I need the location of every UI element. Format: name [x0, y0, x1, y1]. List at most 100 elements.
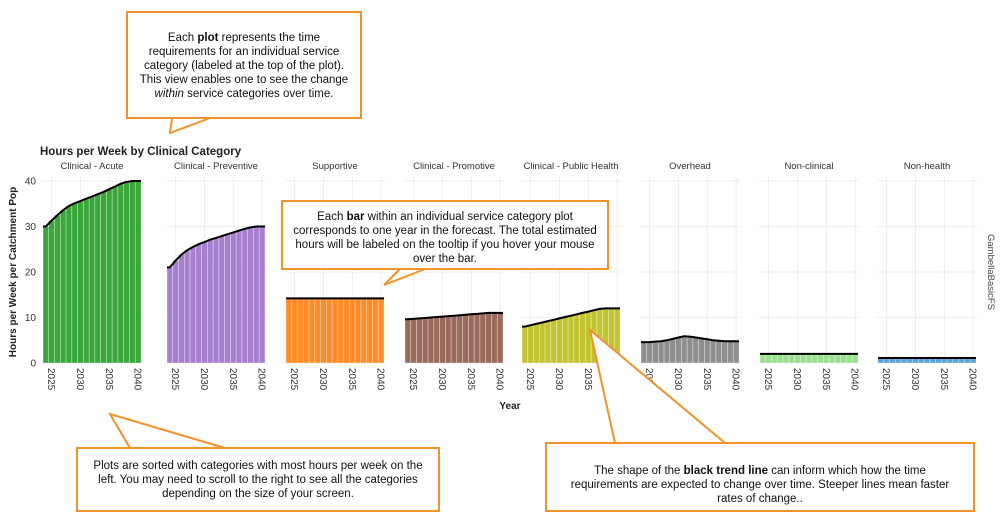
bar[interactable]: [782, 353, 790, 364]
bar[interactable]: [308, 298, 316, 364]
bar[interactable]: [88, 196, 96, 364]
bar[interactable]: [579, 312, 586, 364]
bar[interactable]: [343, 298, 350, 364]
bar[interactable]: [567, 315, 575, 364]
bar[interactable]: [473, 313, 481, 364]
bar[interactable]: [285, 298, 293, 364]
bar[interactable]: [360, 298, 368, 364]
bar[interactable]: [172, 260, 179, 364]
bar[interactable]: [544, 320, 552, 364]
bar[interactable]: [433, 316, 440, 364]
bar[interactable]: [709, 339, 717, 364]
bar[interactable]: [805, 353, 813, 364]
bar[interactable]: [692, 337, 699, 364]
bar[interactable]: [521, 326, 529, 364]
bar[interactable]: [302, 298, 310, 364]
bar[interactable]: [218, 235, 225, 364]
bar[interactable]: [828, 353, 836, 364]
bar[interactable]: [410, 318, 417, 364]
bar[interactable]: [421, 317, 429, 364]
bar[interactable]: [686, 336, 694, 364]
bar[interactable]: [834, 353, 842, 364]
bar[interactable]: [297, 298, 304, 364]
bar[interactable]: [840, 353, 847, 364]
bar[interactable]: [404, 319, 412, 364]
bar[interactable]: [427, 317, 435, 364]
bar[interactable]: [527, 324, 534, 364]
bar[interactable]: [562, 316, 569, 364]
bar[interactable]: [195, 243, 202, 364]
bar[interactable]: [675, 337, 682, 364]
bar[interactable]: [776, 353, 784, 364]
bar[interactable]: [111, 186, 119, 364]
bar[interactable]: [817, 353, 824, 364]
bar[interactable]: [71, 202, 78, 364]
bar[interactable]: [732, 340, 740, 364]
bar[interactable]: [349, 298, 356, 364]
bar[interactable]: [224, 233, 231, 364]
bar[interactable]: [439, 316, 446, 364]
bar[interactable]: [851, 353, 859, 364]
bar[interactable]: [235, 230, 243, 364]
bar[interactable]: [326, 298, 333, 364]
bar[interactable]: [258, 226, 266, 364]
bar[interactable]: [715, 340, 723, 364]
bar[interactable]: [811, 353, 818, 364]
bar[interactable]: [652, 341, 659, 364]
bar[interactable]: [178, 254, 185, 364]
bar[interactable]: [765, 353, 772, 364]
bar[interactable]: [846, 353, 853, 364]
bar[interactable]: [721, 340, 728, 364]
bar[interactable]: [704, 339, 711, 364]
bar[interactable]: [727, 340, 734, 364]
bar[interactable]: [201, 241, 208, 364]
bar[interactable]: [106, 188, 113, 364]
bar[interactable]: [230, 232, 237, 364]
bar[interactable]: [83, 198, 90, 364]
bar[interactable]: [533, 323, 540, 364]
bar[interactable]: [698, 338, 705, 364]
bar[interactable]: [462, 314, 469, 364]
bar[interactable]: [496, 312, 504, 364]
bar[interactable]: [241, 228, 249, 364]
bar[interactable]: [491, 312, 498, 364]
bar[interactable]: [759, 353, 767, 364]
bar[interactable]: [556, 318, 563, 364]
bar[interactable]: [117, 183, 125, 364]
bar[interactable]: [445, 315, 452, 364]
bar[interactable]: [771, 353, 778, 364]
bar[interactable]: [48, 220, 55, 364]
bar[interactable]: [823, 353, 830, 364]
bar[interactable]: [794, 353, 801, 364]
bar[interactable]: [207, 239, 214, 364]
bar[interactable]: [247, 227, 254, 364]
bar[interactable]: [479, 313, 487, 364]
bar[interactable]: [377, 298, 385, 364]
bar[interactable]: [372, 298, 379, 364]
bar[interactable]: [550, 319, 557, 364]
bar[interactable]: [100, 191, 107, 364]
bar[interactable]: [166, 267, 174, 364]
bar[interactable]: [485, 312, 492, 364]
bar[interactable]: [314, 298, 321, 364]
bar[interactable]: [468, 314, 475, 364]
bar[interactable]: [331, 298, 339, 364]
bar[interactable]: [94, 193, 101, 364]
bar[interactable]: [646, 341, 653, 364]
bar[interactable]: [640, 341, 648, 364]
bar[interactable]: [663, 339, 671, 364]
bar[interactable]: [416, 318, 423, 364]
bar[interactable]: [669, 338, 676, 364]
bar[interactable]: [59, 209, 67, 364]
bar[interactable]: [123, 181, 130, 364]
bar[interactable]: [538, 322, 546, 364]
bar[interactable]: [134, 180, 142, 364]
bar[interactable]: [189, 246, 197, 364]
bar[interactable]: [212, 237, 220, 364]
bar[interactable]: [456, 314, 463, 364]
bar[interactable]: [366, 298, 373, 364]
bar[interactable]: [253, 226, 260, 364]
bar[interactable]: [291, 298, 298, 364]
bar[interactable]: [788, 353, 795, 364]
bar[interactable]: [800, 353, 807, 364]
